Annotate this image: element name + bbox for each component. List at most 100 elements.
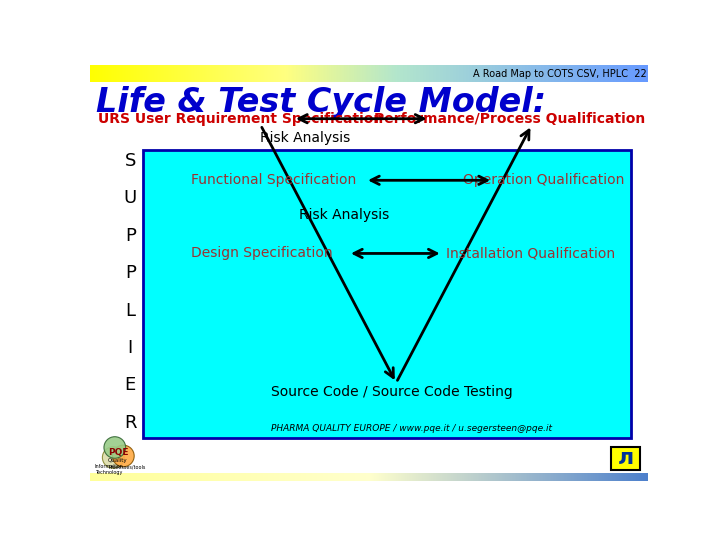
Bar	[406, 473, 407, 481]
Bar	[465, 65, 466, 82]
Bar	[634, 473, 635, 481]
Bar	[93, 473, 94, 481]
Bar	[517, 473, 518, 481]
Bar	[586, 473, 587, 481]
Bar	[100, 65, 101, 82]
Bar	[164, 65, 165, 82]
Bar	[533, 473, 534, 481]
Bar	[405, 473, 406, 481]
Bar	[148, 65, 149, 82]
Bar	[171, 473, 172, 481]
Bar	[300, 65, 301, 82]
Bar	[335, 65, 336, 82]
Bar	[544, 65, 545, 82]
Bar	[337, 65, 338, 82]
Bar	[584, 65, 585, 82]
Bar	[529, 65, 530, 82]
Bar	[320, 473, 321, 481]
Bar	[283, 65, 284, 82]
Bar	[151, 473, 152, 481]
Bar	[126, 473, 127, 481]
Bar	[90, 473, 91, 481]
Bar	[181, 65, 182, 82]
Bar	[362, 65, 363, 82]
Bar	[98, 473, 99, 481]
Text: Information
Technology: Information Technology	[94, 464, 123, 475]
Bar	[555, 473, 556, 481]
Bar	[153, 65, 154, 82]
Bar	[557, 65, 558, 82]
Bar	[262, 473, 263, 481]
Bar	[336, 65, 337, 82]
Circle shape	[112, 445, 134, 467]
Bar	[152, 65, 153, 82]
Bar	[647, 65, 648, 82]
Bar	[413, 473, 414, 481]
Bar	[621, 65, 622, 82]
Bar	[443, 65, 444, 82]
Bar	[154, 65, 155, 82]
Bar	[289, 473, 290, 481]
Bar	[253, 65, 254, 82]
Bar	[626, 473, 627, 481]
Bar	[411, 65, 412, 82]
Bar	[392, 473, 393, 481]
Bar	[284, 473, 285, 481]
Bar	[141, 473, 142, 481]
Bar	[97, 65, 98, 82]
Bar	[323, 65, 324, 82]
Bar	[212, 65, 213, 82]
Bar	[351, 473, 352, 481]
Bar	[196, 473, 197, 481]
Bar	[604, 473, 605, 481]
Bar	[493, 473, 494, 481]
Bar	[414, 473, 415, 481]
Bar	[106, 65, 107, 82]
Bar	[591, 473, 592, 481]
Bar	[379, 65, 380, 82]
Bar	[616, 473, 617, 481]
Bar	[513, 65, 514, 82]
Bar	[618, 65, 619, 82]
Bar	[497, 65, 498, 82]
Bar	[536, 65, 537, 82]
Bar	[395, 473, 396, 481]
Bar	[573, 65, 574, 82]
Bar	[118, 65, 119, 82]
Bar	[361, 65, 362, 82]
Bar	[159, 65, 160, 82]
Bar	[433, 473, 434, 481]
Bar	[375, 473, 376, 481]
Bar	[279, 65, 280, 82]
Bar	[456, 65, 457, 82]
Bar	[133, 65, 134, 82]
Bar	[318, 65, 319, 82]
Bar	[283, 473, 284, 481]
Bar	[240, 65, 241, 82]
Bar	[236, 473, 238, 481]
Bar	[210, 473, 211, 481]
Bar	[545, 473, 546, 481]
Bar	[645, 473, 646, 481]
Bar	[329, 473, 330, 481]
Bar	[233, 473, 234, 481]
Bar	[223, 65, 224, 82]
Bar	[510, 473, 512, 481]
Bar	[121, 65, 122, 82]
Bar	[357, 65, 358, 82]
Bar	[447, 473, 448, 481]
Bar	[505, 65, 506, 82]
Bar	[294, 473, 295, 481]
Bar	[464, 65, 465, 82]
Bar	[349, 65, 350, 82]
Bar	[383, 473, 384, 481]
Bar	[107, 65, 108, 82]
Bar	[151, 65, 152, 82]
Bar	[113, 65, 114, 82]
Bar	[233, 65, 234, 82]
Bar	[595, 473, 596, 481]
Bar	[622, 473, 624, 481]
Bar	[299, 65, 300, 82]
Bar	[119, 65, 120, 82]
Bar	[309, 65, 310, 82]
